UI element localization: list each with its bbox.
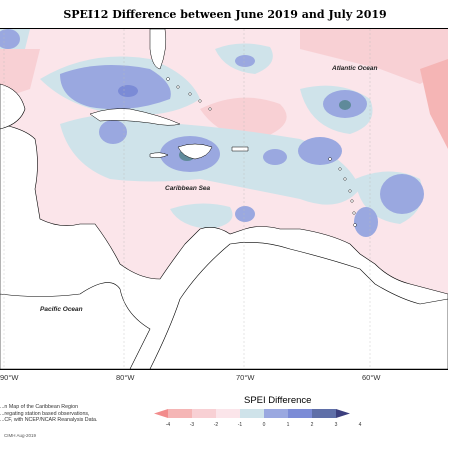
- dark-core-bahamas: [118, 85, 138, 97]
- label-caribbean: Caribbean Sea: [165, 185, 211, 192]
- pink-anomaly-ne: [300, 29, 448, 84]
- legend-tick-label: 4: [359, 422, 362, 428]
- spei-map: [0, 29, 448, 369]
- map-title: SPEI12 Difference between June 2019 and …: [63, 8, 387, 21]
- bahamas-islands: [166, 77, 212, 111]
- map-panel: Atlantic Ocean Caribbean Sea Pacific Oce…: [0, 28, 448, 370]
- legend-swatch: [216, 409, 240, 418]
- land-hispaniola: [177, 143, 213, 160]
- legend-tick-label: 1: [287, 422, 290, 428]
- legend-tick-label: 2: [311, 422, 314, 428]
- legend-arrow-right: [336, 409, 350, 418]
- graticule: [3, 29, 371, 369]
- land-mexico: [0, 83, 26, 130]
- blue-band-sw: [170, 203, 233, 229]
- blue-anomaly-topleft: [0, 29, 20, 49]
- legend-swatch: [240, 409, 264, 418]
- legend-arrow-left: [154, 409, 168, 418]
- legend-swatch: [192, 409, 216, 418]
- legend-tick-label: 3: [335, 422, 338, 428]
- legend-swatch: [168, 409, 192, 418]
- legend-swatch: [312, 409, 336, 418]
- lon-label-60w: 60°W: [362, 373, 381, 382]
- description-line-2: ...regating station based observations,: [0, 410, 90, 417]
- credit-text: CIMH Aug-2019: [4, 433, 37, 438]
- land-cuba: [89, 108, 181, 126]
- land-puerto-rico: [231, 146, 249, 152]
- blue-anomaly-bahamas: [60, 65, 171, 110]
- legend-tick-label: -3: [190, 422, 195, 428]
- pink-anomaly-nw: [0, 49, 40, 99]
- legend-colorbar: -4 -3 -2 -1 0 1 2 3 4: [154, 409, 362, 428]
- legend-tick-label: -1: [238, 422, 243, 428]
- land-jamaica: [149, 152, 169, 158]
- legend-tick-label: -2: [214, 422, 219, 428]
- legend-swatch: [264, 409, 288, 418]
- lon-label-70w: 70°W: [236, 373, 255, 382]
- lesser-antilles: [328, 157, 357, 227]
- pink-anomaly-east: [420, 59, 448, 149]
- lon-label-90w: 90°W: [0, 373, 19, 382]
- description-line-1: ...n Map of the Caribbean Region: [0, 404, 79, 410]
- description: ...n Map of the Caribbean Region ...rega…: [0, 404, 97, 424]
- dark-core-atlantic: [339, 100, 351, 110]
- label-atlantic: Atlantic Ocean: [332, 65, 378, 72]
- label-pacific: Pacific Ocean: [40, 306, 83, 313]
- lon-label-80w: 80°W: [116, 373, 135, 382]
- blue-anomaly-lesser: [380, 174, 424, 214]
- legend-swatch: [288, 409, 312, 418]
- land-florida: [149, 29, 167, 70]
- blue-anomaly-cuba: [99, 120, 127, 144]
- description-line-3: ...CF, with NCEP/NCAR Reanalysis Data.: [0, 417, 98, 423]
- legend-tick-label: 0: [263, 422, 266, 428]
- legend-tick-label: -4: [166, 422, 171, 428]
- blue-anomaly-aruba: [235, 206, 255, 222]
- land-south-america: [149, 242, 448, 369]
- blue-anomaly-vi: [263, 149, 287, 165]
- blue-anomaly-pr: [298, 137, 342, 165]
- blue-anomaly-trinidad: [354, 207, 378, 237]
- legend-title: SPEI Difference: [244, 395, 312, 406]
- blue-anomaly-top: [235, 55, 255, 67]
